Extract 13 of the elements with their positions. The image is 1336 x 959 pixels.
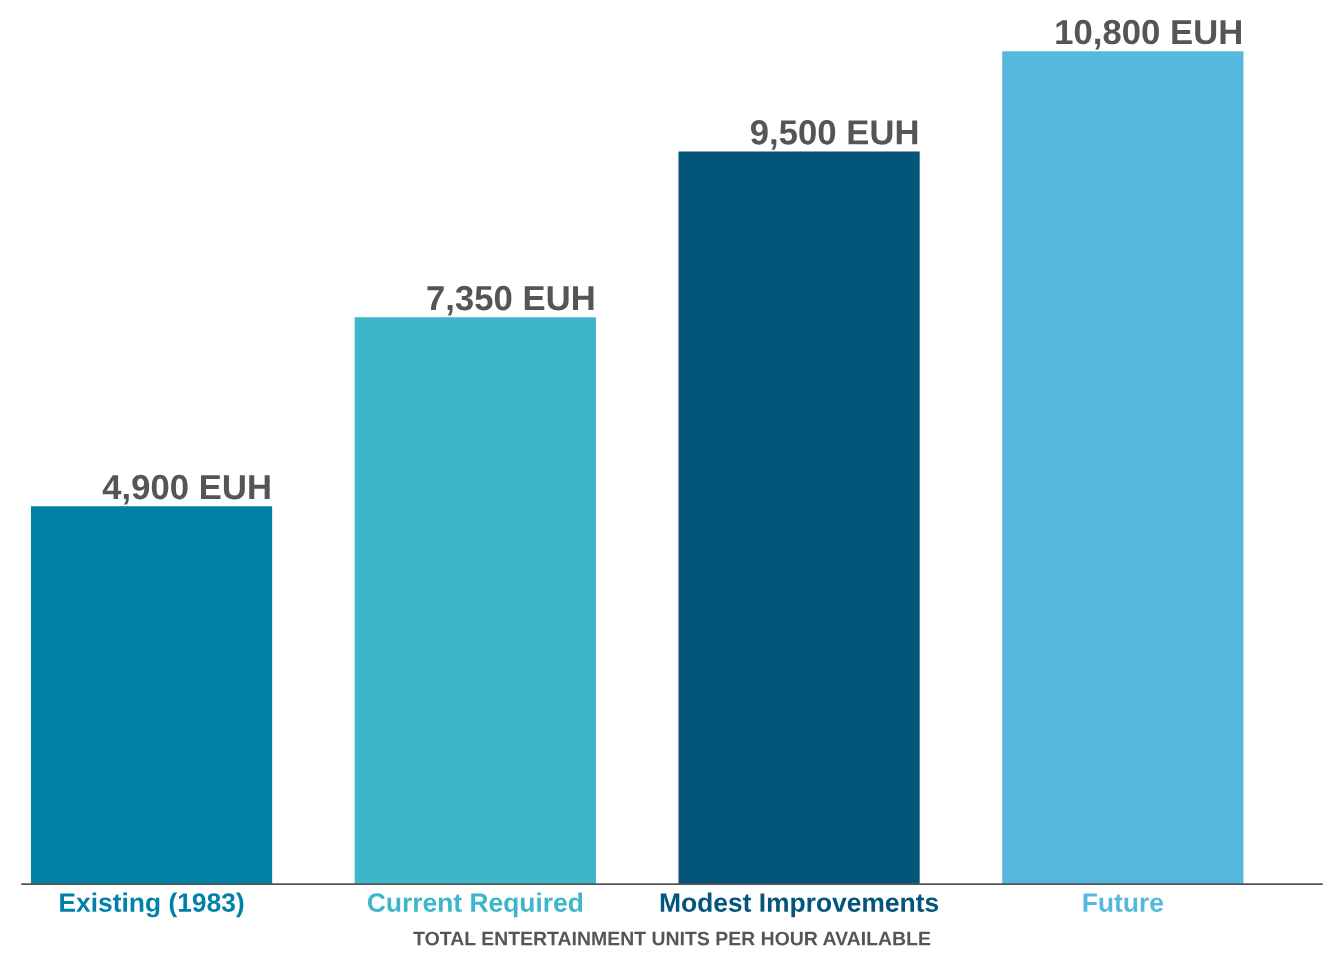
bar: [354, 317, 596, 885]
bar: [1002, 51, 1244, 885]
data-label: 9,500 EUH: [750, 120, 918, 150]
x-axis-title: TOTAL ENTERTAINMENT UNITS PER HOUR AVAILABLE: [413, 931, 931, 946]
data-label: 4,900 EUH: [102, 474, 270, 505]
x-tick-label: Existing (1983): [60, 892, 244, 918]
data-label: 10,800 EUH: [1056, 19, 1241, 50]
x-tick-label: Modest Improvements: [660, 892, 939, 918]
x-tick-label: Current Required: [367, 892, 583, 918]
x-tick-label: Future: [1083, 893, 1163, 912]
data-label: 7,350 EUH: [427, 285, 594, 316]
bar: [678, 151, 920, 885]
bar: [30, 506, 273, 885]
